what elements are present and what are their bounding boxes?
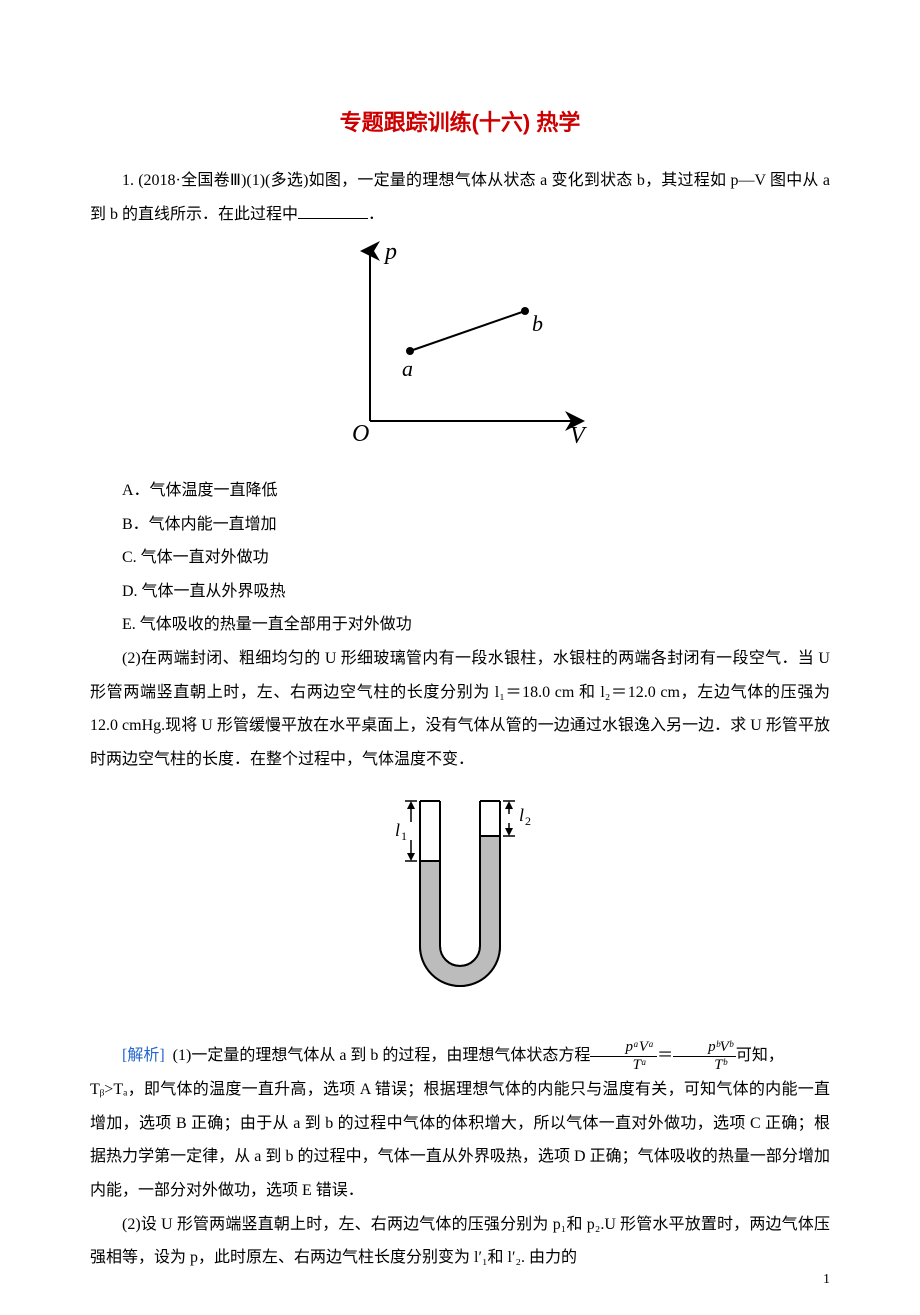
question-2-text: (2)在两端封闭、粗细均匀的 U 形细玻璃管内有一段水银柱，水银柱的两端各封闭有…: [90, 642, 830, 776]
option-c: C. 气体一直对外做功: [90, 541, 830, 575]
figure-2-u-tube: l 1 l 2: [90, 786, 830, 1029]
option-e: E. 气体吸收的热量一直全部用于对外做功: [90, 608, 830, 642]
svg-text:l: l: [519, 805, 524, 825]
figure-1-pv-graph: p V O a b: [90, 241, 830, 464]
svg-text:a: a: [402, 356, 413, 381]
svg-text:1: 1: [401, 829, 407, 843]
analysis-para-2: Tᵦ>Tₐ，即气体的温度一直升高，选项 A 错误；根据理想气体的内能只与温度有关…: [90, 1073, 830, 1207]
option-b: B．气体内能一直增加: [90, 508, 830, 542]
fraction-2: pᵇVᵇTᵇ: [673, 1039, 736, 1073]
q1-text: 1. (2018·全国卷Ⅲ)(1)(多选)如图，一定量的理想气体从状态 a 变化…: [90, 172, 830, 223]
svg-text:O: O: [352, 421, 369, 447]
analysis-para-1: [解析] (1)一定量的理想气体从 a 到 b 的过程，由理想气体状态方程pᵃV…: [90, 1039, 830, 1073]
svg-text:l: l: [395, 820, 400, 840]
frac2-num: pᵇVᵇ: [673, 1039, 736, 1057]
page-title: 专题跟踪训练(十六) 热学: [90, 100, 830, 146]
period: ．: [368, 206, 384, 223]
answer-blank: [298, 203, 368, 219]
fraction-1: pᵃVᵃTᵃ: [590, 1039, 657, 1073]
option-d: D. 气体一直从外界吸热: [90, 575, 830, 609]
frac1-den: Tᵃ: [590, 1057, 657, 1074]
svg-text:2: 2: [525, 814, 531, 828]
u-tube-svg: l 1 l 2: [365, 786, 555, 1016]
frac1-num: pᵃVᵃ: [590, 1039, 657, 1057]
analysis-para-3: (2)设 U 形管两端竖直朝上时，左、右两边气体的压强分别为 p₁和 p₂.U …: [90, 1208, 830, 1275]
analysis-1b: 可知，: [736, 1047, 784, 1064]
svg-text:V: V: [570, 423, 587, 449]
svg-text:b: b: [532, 311, 543, 336]
page-number: 1: [823, 1265, 830, 1294]
equals: ＝: [657, 1047, 673, 1064]
pv-graph-svg: p V O a b: [330, 241, 590, 451]
analysis-label: [解析]: [122, 1047, 165, 1064]
question-1-intro: 1. (2018·全国卷Ⅲ)(1)(多选)如图，一定量的理想气体从状态 a 变化…: [90, 164, 830, 231]
option-a: A．气体温度一直降低: [90, 474, 830, 508]
frac2-den: Tᵇ: [673, 1057, 736, 1074]
svg-text:p: p: [383, 241, 397, 265]
analysis-1a: (1)一定量的理想气体从 a 到 b 的过程，由理想气体状态方程: [173, 1047, 591, 1064]
